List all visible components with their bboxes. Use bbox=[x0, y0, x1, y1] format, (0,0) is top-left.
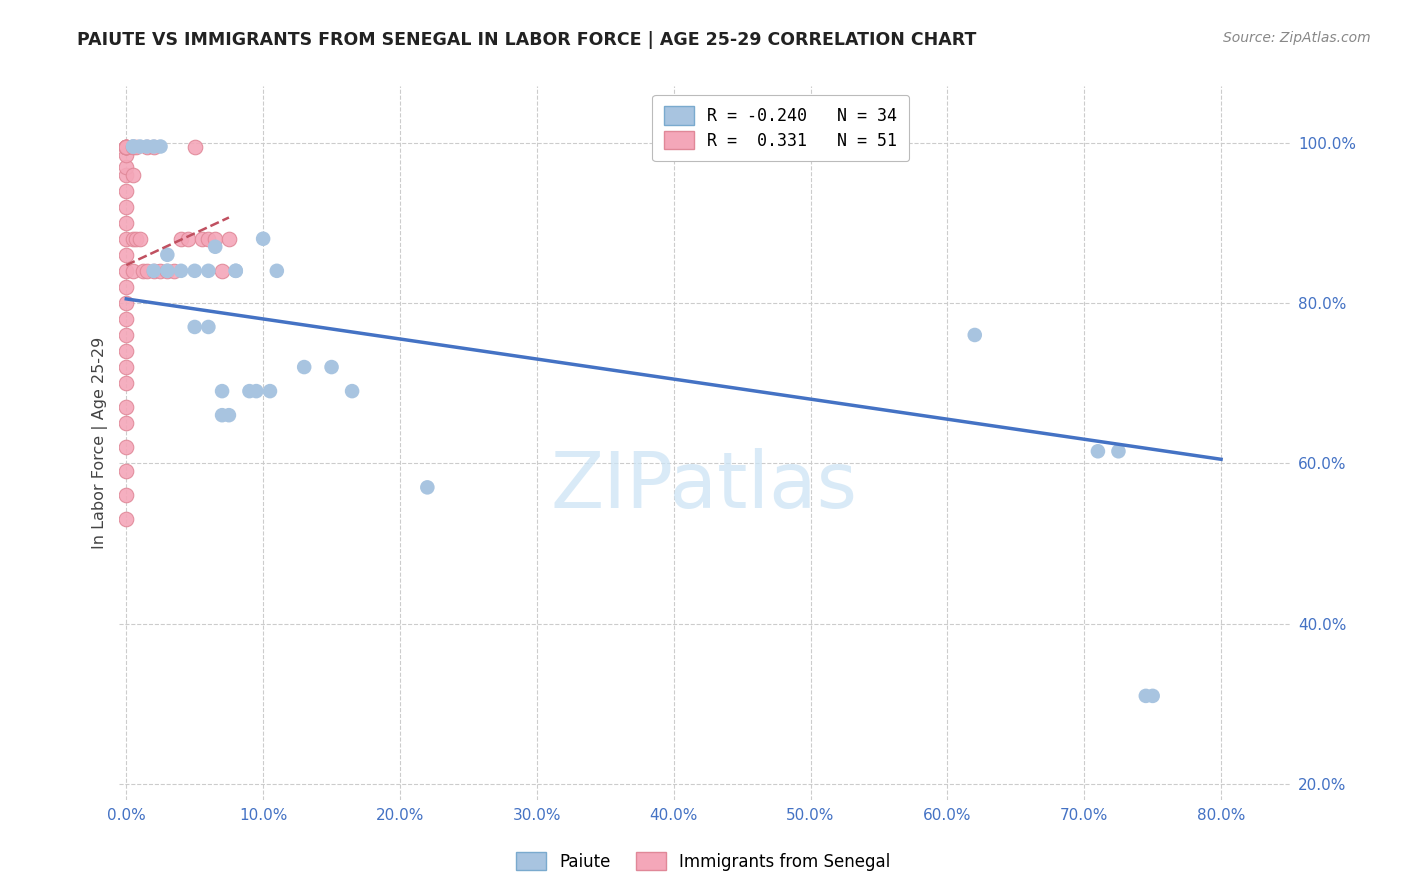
Point bbox=[115, 248, 138, 262]
Point bbox=[245, 384, 267, 398]
Point bbox=[211, 384, 233, 398]
Point bbox=[170, 232, 193, 246]
Point bbox=[115, 416, 138, 430]
Point bbox=[163, 264, 186, 278]
Point bbox=[218, 232, 240, 246]
Point bbox=[292, 360, 315, 375]
Point bbox=[211, 264, 233, 278]
Point bbox=[129, 139, 152, 153]
Point bbox=[142, 264, 165, 278]
Point bbox=[252, 232, 274, 246]
Point bbox=[115, 200, 138, 214]
Point bbox=[190, 232, 212, 246]
Point bbox=[115, 512, 138, 526]
Point bbox=[183, 139, 205, 153]
Text: Source: ZipAtlas.com: Source: ZipAtlas.com bbox=[1223, 31, 1371, 45]
Point bbox=[115, 280, 138, 294]
Point bbox=[170, 264, 193, 278]
Legend: R = -0.240   N = 34, R =  0.331   N = 51: R = -0.240 N = 34, R = 0.331 N = 51 bbox=[652, 95, 908, 161]
Point bbox=[129, 232, 152, 246]
Point bbox=[142, 139, 165, 153]
Point bbox=[115, 232, 138, 246]
Point bbox=[115, 184, 138, 198]
Point bbox=[156, 264, 179, 278]
Point bbox=[1142, 689, 1164, 703]
Point bbox=[115, 488, 138, 502]
Point bbox=[963, 328, 986, 343]
Point bbox=[135, 139, 157, 153]
Point bbox=[183, 320, 205, 334]
Point bbox=[115, 147, 138, 161]
Point bbox=[115, 139, 138, 153]
Point bbox=[135, 264, 157, 278]
Point bbox=[115, 296, 138, 310]
Point bbox=[115, 400, 138, 414]
Point bbox=[211, 408, 233, 422]
Point bbox=[122, 168, 145, 182]
Point bbox=[183, 264, 205, 278]
Point bbox=[149, 139, 172, 153]
Y-axis label: In Labor Force | Age 25-29: In Labor Force | Age 25-29 bbox=[93, 337, 108, 549]
Point bbox=[115, 168, 138, 182]
Point bbox=[115, 264, 138, 278]
Point bbox=[125, 232, 148, 246]
Point bbox=[142, 264, 165, 278]
Point bbox=[115, 139, 138, 153]
Point bbox=[177, 232, 200, 246]
Point bbox=[115, 376, 138, 390]
Point bbox=[122, 139, 145, 153]
Point bbox=[122, 139, 145, 153]
Text: ZIPatlas: ZIPatlas bbox=[551, 448, 858, 524]
Point bbox=[156, 248, 179, 262]
Text: PAIUTE VS IMMIGRANTS FROM SENEGAL IN LABOR FORCE | AGE 25-29 CORRELATION CHART: PAIUTE VS IMMIGRANTS FROM SENEGAL IN LAB… bbox=[77, 31, 977, 49]
Point bbox=[204, 232, 226, 246]
Point bbox=[142, 139, 165, 153]
Point bbox=[115, 344, 138, 359]
Point bbox=[1135, 689, 1157, 703]
Point bbox=[197, 320, 219, 334]
Point bbox=[197, 232, 219, 246]
Point bbox=[131, 264, 153, 278]
Point bbox=[115, 312, 138, 326]
Point bbox=[197, 264, 219, 278]
Point bbox=[321, 360, 343, 375]
Point bbox=[125, 139, 148, 153]
Point bbox=[115, 139, 138, 153]
Point bbox=[204, 240, 226, 254]
Point bbox=[218, 408, 240, 422]
Point bbox=[225, 264, 247, 278]
Point bbox=[115, 328, 138, 343]
Point bbox=[1087, 444, 1109, 458]
Point bbox=[340, 384, 363, 398]
Point bbox=[416, 480, 439, 494]
Point bbox=[115, 360, 138, 375]
Point bbox=[115, 139, 138, 153]
Point bbox=[115, 464, 138, 478]
Point bbox=[266, 264, 288, 278]
Point bbox=[135, 139, 157, 153]
Point bbox=[115, 216, 138, 230]
Legend: Paiute, Immigrants from Senegal: Paiute, Immigrants from Senegal bbox=[508, 844, 898, 880]
Point bbox=[115, 139, 138, 153]
Point bbox=[156, 264, 179, 278]
Point bbox=[238, 384, 260, 398]
Point bbox=[149, 264, 172, 278]
Point bbox=[122, 139, 145, 153]
Point bbox=[259, 384, 281, 398]
Point bbox=[115, 440, 138, 454]
Point bbox=[122, 264, 145, 278]
Point bbox=[122, 232, 145, 246]
Point bbox=[1107, 444, 1129, 458]
Point bbox=[225, 264, 247, 278]
Point bbox=[115, 139, 138, 153]
Point bbox=[115, 160, 138, 174]
